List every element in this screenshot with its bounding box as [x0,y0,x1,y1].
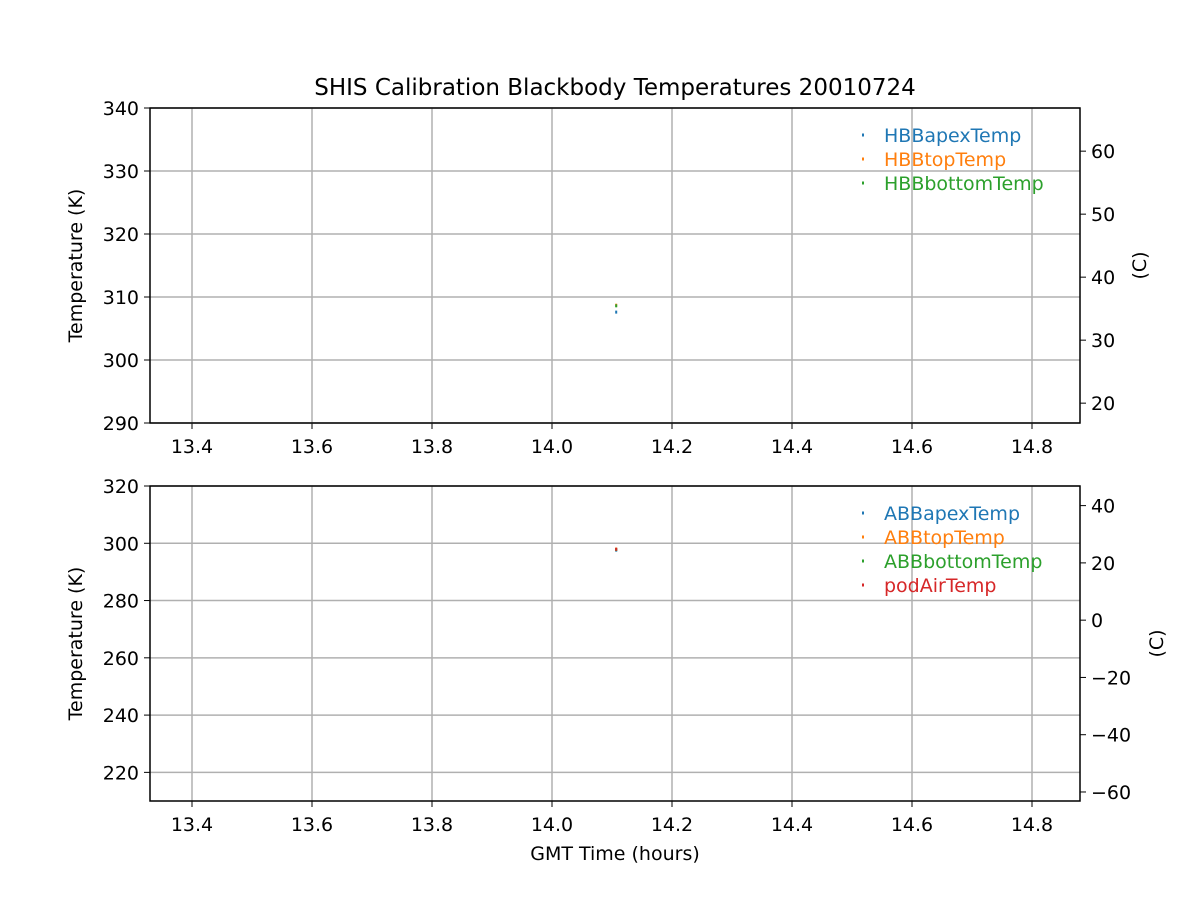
chart-1-y-axis-label: Temperature (K) [65,189,87,344]
chart-1-x-tick-label: 13.8 [411,436,453,458]
chart-2-legend-marker-ABBbottomTemp [862,559,864,563]
chart-1-x-tick-label: 14.8 [1011,436,1053,458]
chart-2-y-right-tick-label: −20 [1091,667,1131,689]
chart-2-x-tick-label: 13.8 [411,814,453,836]
chart-2-legend-label-ABBbottomTemp: ABBbottomTemp [884,551,1042,573]
chart-1-data-point-HBBbottomTemp [615,304,618,308]
chart-1-legend-label-HBBbottomTemp: HBBbottomTemp [884,173,1044,195]
chart-2-y-tick-label: 260 [103,648,139,670]
chart-2-x-axis-label: GMT Time (hours) [530,843,700,865]
chart-2-y-right-tick-label: −40 [1091,725,1131,747]
chart-2-panel: 13.4 13.6 13.8 14.0 14.2 14.4 14.6 14.8 220 240 26… [65,476,1168,865]
chart-2-y-axis-label: Temperature (K) [65,567,87,722]
chart-1-y-tick-label: 320 [103,224,139,246]
chart-2-x-tick-label: 14.2 [651,814,693,836]
chart-2-y-right-tick-label: 0 [1091,610,1103,632]
chart-2-y-axis-right-label: (C) [1146,629,1168,657]
chart-1-legend-marker-HBBtopTemp [862,157,864,161]
chart-1-y-axis-right-label: (C) [1129,251,1151,279]
chart-2-x-tick-label: 14.4 [771,814,813,836]
chart-1-y-right-tick-label: 30 [1091,330,1115,352]
chart-1-y-tick-label: 290 [103,413,139,435]
chart-2-x-tick-label: 13.4 [171,814,213,836]
chart-2-legend-label-ABBtopTemp: ABBtopTemp [884,527,1005,549]
chart-2-x-tick-label: 14.6 [891,814,933,836]
chart-2-legend-label-podAirTemp: podAirTemp [884,575,996,597]
chart-1-legend-marker-HBBapexTemp [862,133,864,137]
chart-2-x-tick-label: 13.6 [291,814,333,836]
chart-2-y-tick-label: 300 [103,533,139,555]
chart-1-legend-marker-HBBbottomTemp [862,181,864,185]
chart-2-x-tick-label: 14.0 [531,814,573,836]
chart-2-y-tick-label: 320 [103,476,139,498]
chart-1-y-right-tick-label: 60 [1091,141,1115,163]
chart-2-x-tick-label: 14.8 [1011,814,1053,836]
chart-2-axes-frame [149,485,1081,802]
chart-1-axes-frame [149,107,1081,424]
chart-1-y-tick-label: 300 [103,350,139,372]
chart-1-title: SHIS Calibration Blackbody Temperatures … [314,75,916,101]
chart-1-data-point-HBBapexTemp [615,310,618,314]
chart-1-y-right-tick-label: 20 [1091,393,1115,415]
chart-2-y-tick-label: 240 [103,705,139,727]
chart-1-panel: 13.4 13.6 13.8 14.0 14.2 14.4 14.6 14.8 290 300 31… [65,75,1151,458]
chart-1-y-right-tick-label: 50 [1091,204,1115,226]
chart-2-legend-marker-ABBtopTemp [862,535,864,539]
chart-1-x-tick-label: 13.6 [291,436,333,458]
chart-1-x-tick-label: 14.6 [891,436,933,458]
chart-2-y-tick-label: 220 [103,762,139,784]
chart-2-legend-label-ABBapexTemp: ABBapexTemp [884,503,1020,525]
chart-2-y-right-tick-label: 40 [1091,496,1115,518]
chart-2-y-right-tick-label: −60 [1091,782,1131,804]
chart-1-legend-label-HBBtopTemp: HBBtopTemp [884,149,1006,171]
chart-2-y-right-tick-label: 20 [1091,553,1115,575]
chart-2-y-tick-label: 280 [103,591,139,613]
chart-1-y-right-tick-label: 40 [1091,267,1115,289]
chart-1-y-tick-label: 330 [103,161,139,183]
chart-1-y-tick-label: 340 [103,98,139,120]
chart-1-y-tick-label: 310 [103,287,139,309]
chart-1-x-tick-label: 13.4 [171,436,213,458]
chart-1-x-tick-label: 14.0 [531,436,573,458]
chart-1-x-tick-label: 14.2 [651,436,693,458]
chart-2-legend-marker-podAirTemp [862,583,864,587]
chart-2-legend-marker-ABBapexTemp [862,511,864,515]
chart-1-legend-label-HBBapexTemp: HBBapexTemp [884,125,1021,147]
chart-2-data-point-podAirTemp [615,547,618,551]
chart-1-x-tick-label: 14.4 [771,436,813,458]
